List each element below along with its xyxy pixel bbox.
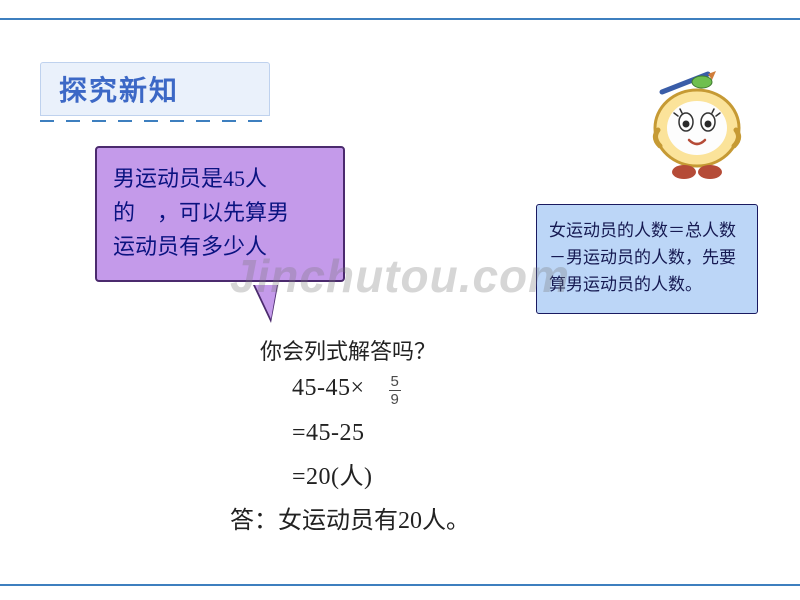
equation-line-3: =20(人) bbox=[292, 456, 373, 491]
answer-text: 答：女运动员有20人。 bbox=[230, 500, 470, 535]
purple-speech-bubble: 男运动员是45人 的 ，可以先算男 运动员有多少人 bbox=[95, 146, 345, 282]
bottom-rule bbox=[0, 584, 800, 586]
fraction-denominator: 9 bbox=[389, 390, 402, 407]
equation-line-1: 45-45× 5 9 bbox=[292, 372, 401, 405]
purple-line-3: 运动员有多少人 bbox=[113, 230, 327, 264]
blue-line-3: 算男运动员的人数。 bbox=[549, 271, 745, 298]
purple-line-2: 的 ，可以先算男 bbox=[113, 196, 327, 230]
equation-left: 45-45× bbox=[292, 375, 365, 402]
fraction: 5 9 bbox=[389, 374, 402, 407]
section-title-block: 探究新知 bbox=[40, 62, 270, 122]
title-dashes bbox=[40, 120, 270, 122]
blue-info-box: 女运动员的人数＝总人数 －男运动员的人数，先要 算男运动员的人数。 bbox=[536, 204, 758, 314]
section-title: 探究新知 bbox=[40, 62, 270, 116]
top-rule bbox=[0, 18, 800, 20]
purple-line-1: 男运动员是45人 bbox=[113, 162, 327, 196]
blue-line-2: －男运动员的人数，先要 bbox=[549, 244, 745, 271]
purple-bubble-tail bbox=[255, 285, 277, 319]
fraction-numerator: 5 bbox=[389, 374, 402, 390]
equation-line-2: =45-25 bbox=[292, 420, 365, 447]
blue-line-1: 女运动员的人数＝总人数 bbox=[549, 217, 745, 244]
apple-teacher-icon bbox=[642, 70, 752, 190]
prompt-text: 你会列式解答吗？ bbox=[260, 334, 436, 366]
slide-root: 探究新知 男运动员是45人 的 ，可以先算男 运动员有多少人 女运动员的人数＝总… bbox=[0, 0, 800, 600]
